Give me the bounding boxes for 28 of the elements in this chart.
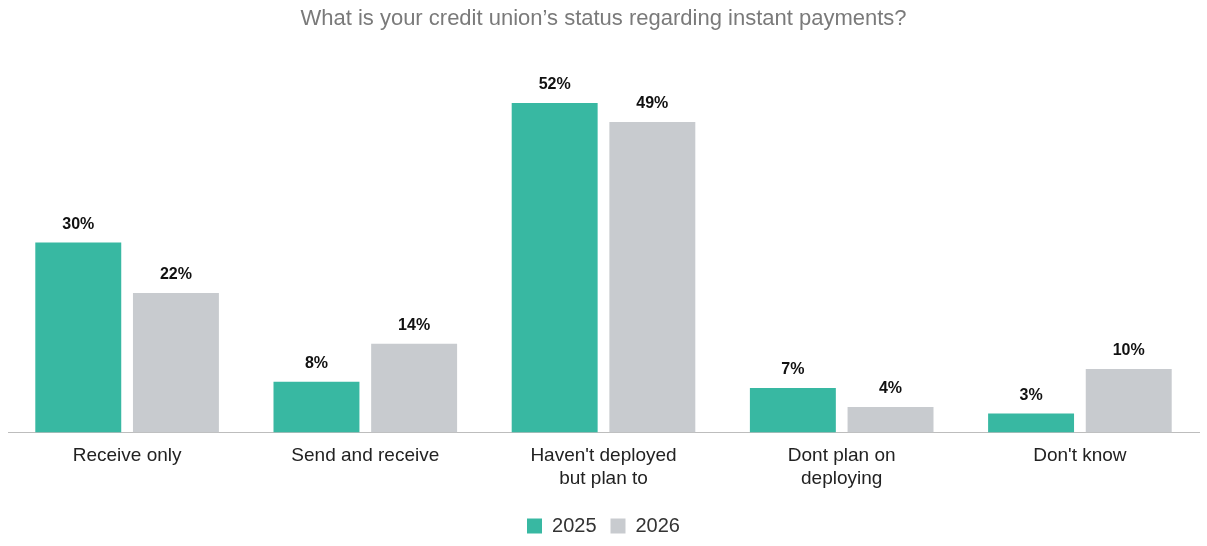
data-label: 52% bbox=[538, 75, 571, 93]
x-tick-label: Haven't deployed but plan to bbox=[530, 444, 677, 488]
bar bbox=[511, 103, 598, 433]
data-label: 4% bbox=[878, 379, 903, 397]
bar bbox=[609, 122, 696, 433]
bar bbox=[273, 381, 360, 433]
data-label: 14% bbox=[398, 316, 431, 334]
bar bbox=[35, 242, 122, 433]
data-label: 10% bbox=[1112, 341, 1145, 359]
data-label: 3% bbox=[1019, 385, 1043, 403]
bar bbox=[371, 343, 458, 433]
bar bbox=[847, 407, 934, 433]
x-tick-label: Send and receive bbox=[291, 444, 440, 466]
data-label: 8% bbox=[304, 354, 329, 372]
data-label: 7% bbox=[781, 360, 805, 378]
bar bbox=[132, 293, 219, 433]
x-tick-label: Receive only bbox=[72, 444, 182, 466]
legend-label: 2026 bbox=[635, 513, 680, 536]
x-tick-label: Dont plan on deploying bbox=[787, 444, 896, 488]
data-label: 30% bbox=[62, 214, 95, 232]
x-tick-label: Don't know bbox=[1033, 444, 1127, 466]
data-label: 49% bbox=[636, 94, 669, 112]
legend-label: 2025 bbox=[552, 513, 597, 536]
bar bbox=[988, 413, 1075, 433]
data-label: 22% bbox=[159, 265, 192, 283]
bar bbox=[749, 388, 836, 433]
chart-title: What is your credit union’s status regarding instant payments? bbox=[300, 5, 907, 31]
bar bbox=[1085, 369, 1172, 433]
